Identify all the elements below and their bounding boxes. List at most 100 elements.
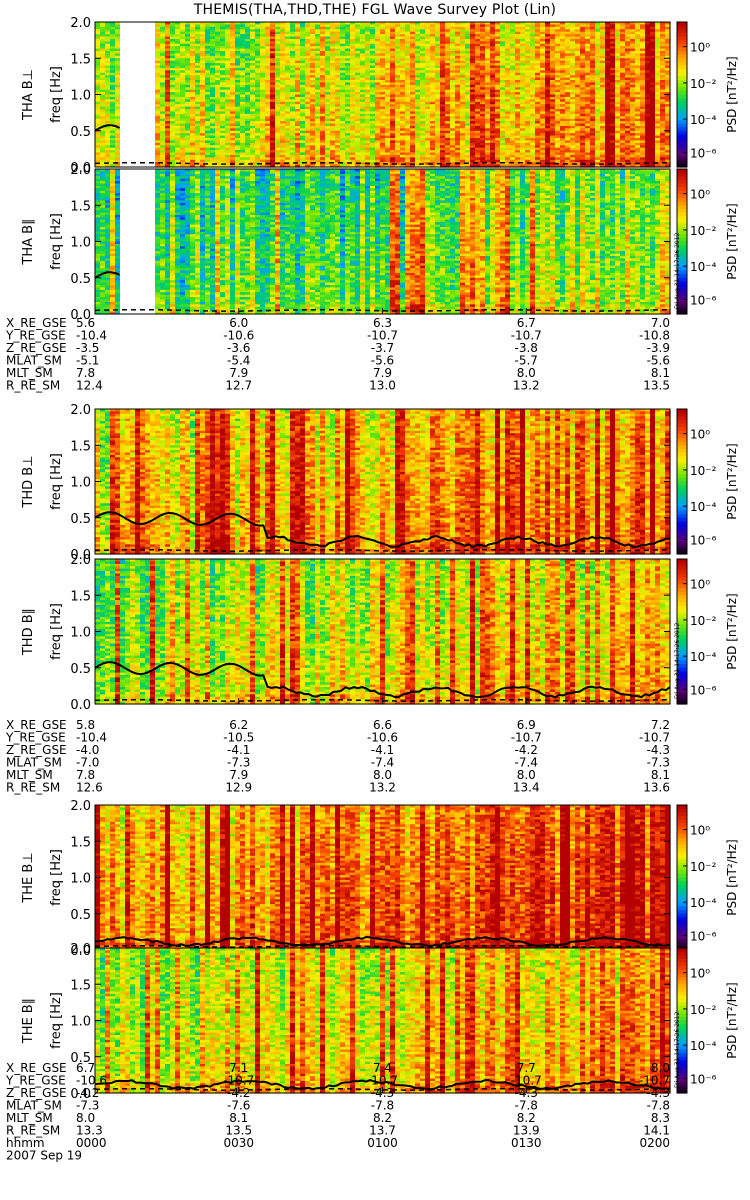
ephemeris-value: 7.8 xyxy=(76,366,95,380)
colorbar-tick-label: 10⁻⁶ xyxy=(690,147,717,161)
frequency-line xyxy=(94,271,121,279)
ephemeris-row-label: MLT_SM xyxy=(6,1111,53,1125)
frequency-line xyxy=(94,935,671,947)
colorbar-tick-label: 10⁰ xyxy=(690,967,710,981)
ephemeris-value: -10.7 xyxy=(511,1074,542,1088)
ephemeris-value: 0000 xyxy=(76,1136,107,1150)
y-tick-label: 0.5 xyxy=(70,125,91,140)
ephemeris-value: -5.1 xyxy=(76,354,99,368)
colorbar-tick-label: 10⁻⁴ xyxy=(690,113,717,127)
panel-label: THD B∥ xyxy=(21,608,36,656)
colorbar-tick-label: 10⁻⁴ xyxy=(690,650,717,664)
colorbar: 10⁰ 10⁻² 10⁻⁴ 10⁻⁶ PSD [nT²/Hz] xyxy=(676,804,739,951)
ephemeris-value: -10.7 xyxy=(511,731,542,745)
ephemeris-value: 13.2 xyxy=(369,781,396,795)
colorbar-tick-label: 10⁻⁴ xyxy=(690,260,717,274)
ephemeris-row-label: Z_RE_GSE xyxy=(6,341,67,355)
ephemeris-value: 13.4 xyxy=(513,781,540,795)
y-tick-label: 0.0 xyxy=(70,698,91,713)
ephemeris-value: 12.9 xyxy=(225,781,252,795)
y-axis-label: freq [Hz] xyxy=(49,992,64,1049)
colorbar: 10⁰ 10⁻² 10⁻⁴ 10⁻⁶ PSD [nT²/Hz] Fri Aug 31 14… xyxy=(674,558,739,705)
colorbar-tick-label: 10⁻⁶ xyxy=(690,294,717,308)
ephemeris-value: -7.3 xyxy=(227,756,250,770)
ephemeris-value: -7.6 xyxy=(227,1099,250,1113)
ephemeris-value: 6.7 xyxy=(517,316,536,330)
frequency-line xyxy=(94,661,671,699)
ephemeris-value: 6.0 xyxy=(229,316,248,330)
ephemeris-value: -4.3 xyxy=(647,1086,670,1100)
ephemeris-value: 13.2 xyxy=(513,379,540,393)
frequency-line xyxy=(94,511,671,549)
ephemeris-value: -5.4 xyxy=(227,354,250,368)
ephemeris-value: 5.8 xyxy=(76,718,95,732)
ephemeris-value: -7.8 xyxy=(371,1099,394,1113)
ephemeris-value: 8.2 xyxy=(517,1111,536,1125)
ephemeris-value: -7.0 xyxy=(76,756,99,770)
y-axis-label: freq [Hz] xyxy=(49,213,64,270)
y-tick-label: 0.5 xyxy=(70,512,91,527)
ephemeris-value: 13.0 xyxy=(369,379,396,393)
ephemeris-value: -3.7 xyxy=(371,341,394,355)
ephemeris-value: -10.6 xyxy=(367,731,398,745)
frequency-line xyxy=(94,1078,671,1091)
ephemeris-value: -10.7 xyxy=(367,1074,398,1088)
frequency-line-dashed xyxy=(94,944,671,948)
ephemeris-value: -5.7 xyxy=(515,354,538,368)
ephemeris-value: -10.6 xyxy=(76,1074,107,1088)
spectrogram-panel-6: 0.0 0.5 1.0 1.5 2.0 THE B∥ freq [Hz] 10⁰ 10⁻² 10⁻… xyxy=(21,942,739,1102)
ephemeris-value: -3.9 xyxy=(647,341,670,355)
ephemeris-block-3: X_RE_GSE 6.7 7.1 7.4 7.7 8.0 Y_RE_GSE -10.6 -10.… xyxy=(5,1061,671,1163)
ephemeris-value: 8.1 xyxy=(229,1111,248,1125)
ephemeris-row-label: MLT_SM xyxy=(6,366,53,380)
spectrogram-panel-1: 0.0 0.5 1.0 1.5 2.0 THA B⊥ freq [Hz] 10⁰ 10⁻² 10⁻… xyxy=(21,16,739,176)
colorbar-tick-label: 10⁻⁶ xyxy=(690,1073,717,1087)
ephemeris-value: 12.4 xyxy=(76,379,103,393)
frequency-line-dashed xyxy=(94,161,671,165)
colorbar-tick-label: 10⁻⁶ xyxy=(690,930,717,944)
y-tick-label: 1.5 xyxy=(70,52,91,67)
ephemeris-value: -10.5 xyxy=(223,731,254,745)
ephemeris-value: -4.2 xyxy=(227,1086,250,1100)
colorbar: 10⁰ 10⁻² 10⁻⁴ 10⁻⁶ PSD [nT²/Hz] Fri Aug 31 14… xyxy=(674,947,739,1094)
ephemeris-row-label: Y_RE_GSE xyxy=(5,1074,66,1088)
ephemeris-value: 7.9 xyxy=(229,366,248,380)
y-tick-label: 2.0 xyxy=(70,799,91,814)
y-tick-label: 0.5 xyxy=(70,272,91,287)
ephemeris-value: 7.2 xyxy=(651,718,670,732)
y-axis-label: freq [Hz] xyxy=(49,603,64,660)
ephemeris-value: 7.9 xyxy=(373,366,392,380)
colorbar-tick-label: 10⁻⁴ xyxy=(690,1039,717,1053)
ephemeris-value: -10.7 xyxy=(639,1074,670,1088)
frequency-line-dashed xyxy=(94,308,671,312)
panel-label: THE B⊥ xyxy=(21,852,36,903)
y-tick-label: 0.5 xyxy=(70,662,91,677)
y-tick-label: 0.0 xyxy=(70,161,91,176)
ephemeris-value: -4.1 xyxy=(227,743,250,757)
colorbar-tick-label: 10⁰ xyxy=(690,428,710,442)
y-axis-label: freq [Hz] xyxy=(49,66,64,123)
ephemeris-value: 5.6 xyxy=(76,316,95,330)
ephemeris-value: -4.2 xyxy=(515,743,538,757)
ephemeris-value: 12.7 xyxy=(225,379,252,393)
ephemeris-value: -7.4 xyxy=(371,756,394,770)
ephemeris-row-label: R_RE_SM xyxy=(6,379,60,393)
ephemeris-value: 14.1 xyxy=(643,1124,670,1138)
y-axis-label: freq [Hz] xyxy=(49,453,64,510)
colorbar-tick-label: 10⁰ xyxy=(690,578,710,592)
ephemeris-block-1: X_RE_GSE 5.6 6.0 6.3 6.7 7.0 Y_RE_GSE -10.4 -10.… xyxy=(5,308,671,393)
ephemeris-value: 8.0 xyxy=(76,1111,95,1125)
ephemeris-value: -7.3 xyxy=(647,756,670,770)
frequency-line-dashed xyxy=(94,548,671,552)
colorbar-tick-label: 10⁻² xyxy=(690,77,717,91)
colorbar-tick-label: 10⁰ xyxy=(690,188,710,202)
colorbar: 10⁰ 10⁻² 10⁻⁴ 10⁻⁶ PSD [nT²/Hz] xyxy=(676,21,739,168)
y-tick-label: 1.0 xyxy=(70,626,91,641)
colorbar: 10⁰ 10⁻² 10⁻⁴ 10⁻⁶ PSD [nT²/Hz] xyxy=(676,408,739,555)
colorbar-tick-label: 10⁻² xyxy=(690,860,717,874)
panel-label: THA B⊥ xyxy=(21,69,36,121)
y-tick-label: 0.0 xyxy=(70,548,91,563)
frequency-line xyxy=(94,124,121,132)
ephemeris-value: -7.8 xyxy=(647,1099,670,1113)
